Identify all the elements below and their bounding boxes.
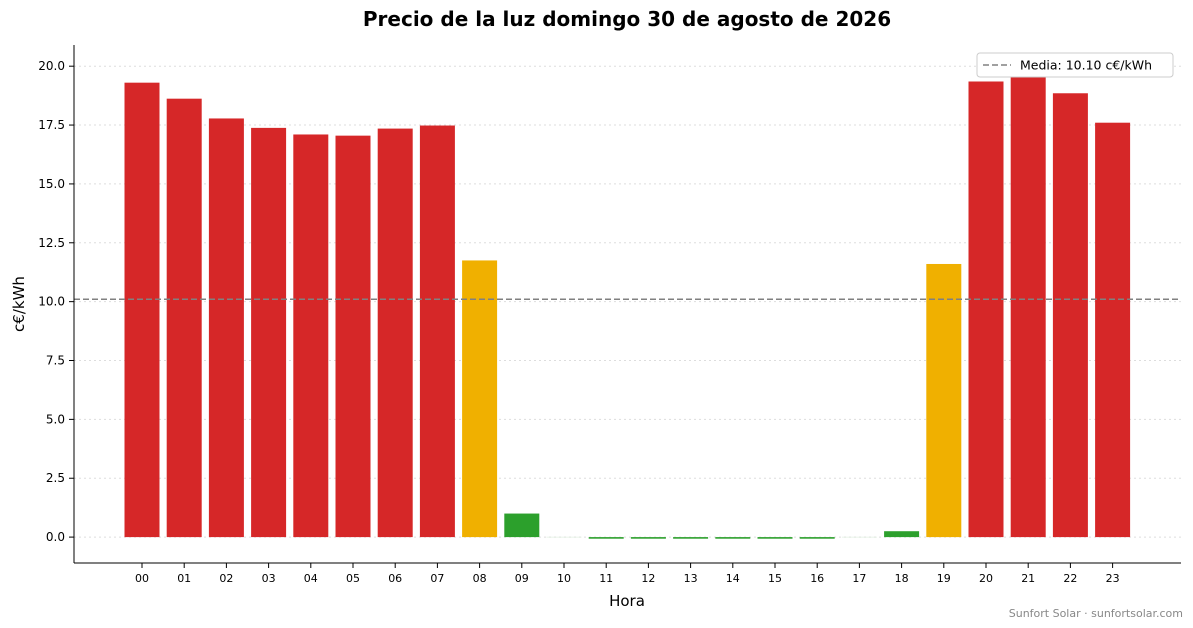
y-tick-label: 17.5 — [38, 118, 65, 132]
x-tick-label: 21 — [1021, 572, 1035, 585]
bar-20 — [968, 81, 1004, 538]
y-tick-label: 20.0 — [38, 59, 65, 73]
x-tick-label: 22 — [1063, 572, 1077, 585]
bar-07 — [419, 125, 455, 538]
bar-09 — [504, 513, 540, 538]
legend-mean-label: Media: 10.10 c€/kWh — [1020, 58, 1152, 73]
bar-00 — [124, 82, 160, 538]
bar-06 — [377, 128, 413, 538]
bar-17 — [841, 536, 877, 538]
bar-21 — [1010, 74, 1046, 538]
chart-title: Precio de la luz domingo 30 de agosto de… — [363, 7, 891, 31]
bars — [124, 74, 1131, 539]
legend: Media: 10.10 c€/kWh — [976, 52, 1174, 78]
x-tick-label: 17 — [852, 572, 866, 585]
y-tick-label: 2.5 — [46, 471, 65, 485]
x-tick-label: 15 — [768, 572, 782, 585]
y-tick-label: 12.5 — [38, 236, 65, 250]
x-tick-label: 13 — [684, 572, 698, 585]
bar-02 — [208, 118, 244, 538]
y-axis-ticks: 0.0 2.5 5.0 7.5 10.0 12.5 15.0 17.5 20.0 — [38, 59, 74, 544]
x-tick-label: 03 — [262, 572, 276, 585]
x-tick-label: 04 — [304, 572, 318, 585]
x-tick-label: 05 — [346, 572, 360, 585]
bar-08 — [462, 260, 498, 538]
x-tick-label: 14 — [726, 572, 740, 585]
bar-16 — [799, 537, 835, 539]
y-tick-label: 15.0 — [38, 177, 65, 191]
bar-19 — [926, 263, 962, 538]
bar-10 — [546, 536, 582, 538]
x-axis-label: Hora — [609, 592, 645, 610]
bar-15 — [757, 537, 793, 539]
y-tick-label: 0.0 — [46, 530, 65, 544]
x-tick-label: 01 — [177, 572, 191, 585]
legend-box — [976, 52, 1174, 78]
x-tick-label: 06 — [388, 572, 402, 585]
x-tick-label: 11 — [599, 572, 613, 585]
bar-18 — [884, 531, 920, 538]
x-tick-label: 16 — [810, 572, 824, 585]
bar-11 — [588, 537, 624, 539]
x-tick-label: 18 — [895, 572, 909, 585]
x-tick-label: 02 — [219, 572, 233, 585]
y-tick-label: 5.0 — [46, 412, 65, 426]
x-tick-label: 10 — [557, 572, 571, 585]
y-tick-label: 7.5 — [46, 354, 65, 368]
bar-23 — [1095, 122, 1131, 538]
x-tick-label: 08 — [473, 572, 487, 585]
x-tick-label: 00 — [135, 572, 149, 585]
bar-03 — [251, 127, 287, 538]
x-axis-ticks: 00 01 02 03 04 05 06 07 08 09 10 11 12 13 14 15 16 17 18 19… — [135, 563, 1120, 585]
x-tick-label: 07 — [430, 572, 444, 585]
bar-04 — [293, 134, 329, 538]
bar-01 — [166, 98, 202, 538]
bar-22 — [1052, 93, 1088, 538]
y-axis-label: c€/kWh — [10, 276, 28, 332]
x-tick-label: 19 — [937, 572, 951, 585]
footer-credit: Sunfort Solar · sunfortsolar.com — [1009, 607, 1183, 620]
bar-14 — [715, 537, 751, 539]
bar-13 — [673, 537, 709, 539]
x-tick-label: 23 — [1106, 572, 1120, 585]
bar-12 — [630, 537, 666, 539]
x-tick-label: 09 — [515, 572, 529, 585]
bar-05 — [335, 135, 371, 538]
x-tick-label: 12 — [641, 572, 655, 585]
y-tick-label: 10.0 — [38, 295, 65, 309]
x-tick-label: 20 — [979, 572, 993, 585]
